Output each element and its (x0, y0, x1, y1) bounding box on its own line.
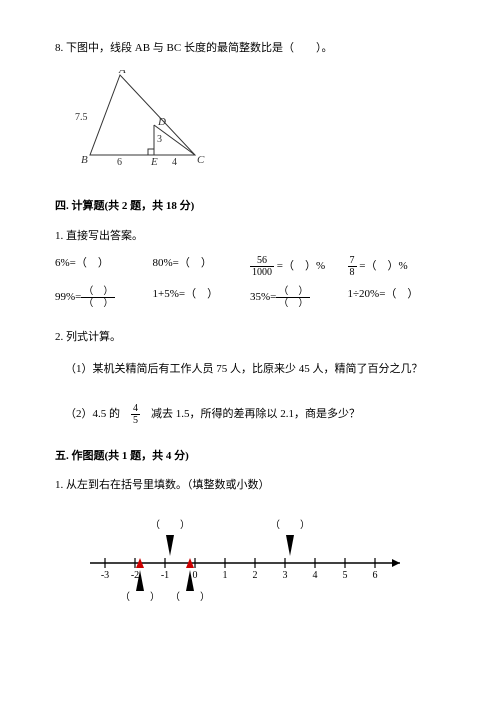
bot-blank-2: （ ） (170, 591, 210, 603)
cell-4b: 1÷20%=（ ） (348, 286, 446, 309)
q8-figure: A B C D E 7.5 6 3 4 (75, 70, 445, 177)
s4-sub2: （2）4.5 的 4 5 减去 1.5，所得的差再除以 2.1，商是多少？ (65, 403, 445, 426)
label-6: 6 (117, 157, 122, 168)
numberline-svg: -3 -2 -1 0 1 2 3 4 5 6 （ ） （ ） （ ） （ ） (85, 513, 415, 603)
s4-q1: 1. 直接写出答案。 (55, 228, 445, 246)
cell-2b: 1+5%=（ ） (153, 286, 251, 309)
frac-7-8: 7 8 (348, 255, 357, 278)
top-blank-1: （ ） (150, 519, 190, 531)
question-8: 8. 下图中，线段 AB 与 BC 长度的最简整数比是（ ）。 A B C D … (55, 40, 445, 176)
label-c: C (197, 154, 205, 166)
s4-q2: 2. 列式计算。 (55, 329, 445, 347)
frac-56-1000: 56 1000 (250, 255, 274, 278)
svg-text:-3: -3 (101, 570, 109, 581)
s4-sub1: （1）某机关精简后有工作人员 75 人，比原来少 45 人，精简了百分之几？ (65, 361, 445, 379)
cell-4a: 7 8 =（ ）% (348, 255, 446, 278)
svg-text:0: 0 (193, 570, 198, 581)
cell-3b: 35%= （ ） （ ） (250, 286, 348, 309)
label-4: 4 (172, 157, 177, 168)
frac-blank-1: （ ） （ ） (81, 286, 115, 309)
svg-text:1: 1 (223, 570, 228, 581)
frac-blank-2: （ ） （ ） (276, 286, 310, 309)
numberline-figure: -3 -2 -1 0 1 2 3 4 5 6 （ ） （ ） （ ） （ ） (85, 513, 445, 610)
q8-text: 8. 下图中，线段 AB 与 BC 长度的最简整数比是（ ）。 (55, 40, 445, 58)
label-d: D (157, 116, 166, 128)
svg-text:3: 3 (283, 570, 288, 581)
calc-row-1: 6%=（ ） 80%=（ ） 56 1000 =（ ）% 7 8 =（ ）% (55, 255, 445, 278)
label-b: B (81, 154, 88, 166)
svg-text:6: 6 (373, 570, 378, 581)
cell-1b: 99%= （ ） （ ） (55, 286, 153, 309)
label-e: E (150, 156, 158, 168)
triangle-svg: A B C D E 7.5 6 3 4 (75, 70, 215, 170)
svg-text:-1: -1 (161, 570, 169, 581)
section4-title: 四. 计算题(共 2 题，共 18 分) (55, 198, 445, 216)
svg-text:2: 2 (253, 570, 258, 581)
label-a: A (118, 70, 126, 76)
svg-text:-2: -2 (131, 570, 139, 581)
svg-text:5: 5 (343, 570, 348, 581)
label-3: 3 (157, 134, 162, 145)
cell-3a: 56 1000 =（ ）% (250, 255, 348, 278)
calc-row-2: 99%= （ ） （ ） 1+5%=（ ） 35%= （ ） （ ） 1÷20%… (55, 286, 445, 309)
svg-text:4: 4 (313, 570, 318, 581)
s5-q1: 1. 从左到右在括号里填数。（填整数或小数） (55, 477, 445, 495)
top-blank-2: （ ） (270, 519, 310, 531)
frac-4-5: 4 5 (131, 403, 140, 426)
cell-2a: 80%=（ ） (153, 255, 251, 278)
section5-title: 五. 作图题(共 1 题，共 4 分) (55, 448, 445, 466)
bot-blank-1: （ ） (120, 591, 160, 603)
label-75: 7.5 (75, 112, 88, 123)
cell-1a: 6%=（ ） (55, 255, 153, 278)
